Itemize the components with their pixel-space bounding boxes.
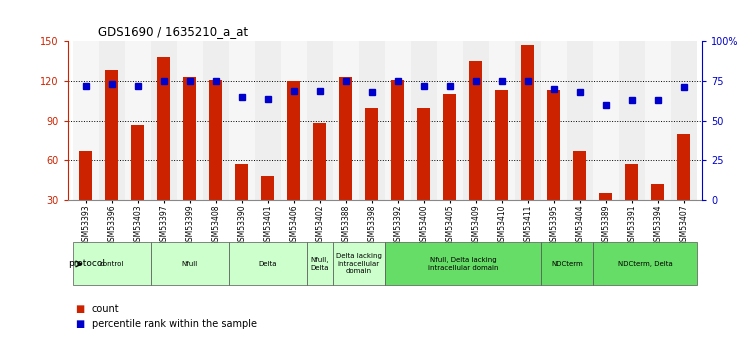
Bar	[151, 41, 176, 200]
Bar	[521, 45, 535, 240]
Bar	[489, 41, 515, 200]
Text: Nfull: Nfull	[182, 261, 198, 267]
Bar	[496, 90, 508, 240]
Bar	[99, 41, 125, 200]
Bar	[339, 77, 352, 240]
Bar	[125, 41, 151, 200]
Bar	[593, 41, 619, 200]
Text: ■: ■	[75, 319, 84, 329]
Bar	[411, 41, 437, 200]
Bar	[677, 134, 690, 240]
Bar	[80, 151, 92, 240]
Bar	[131, 125, 144, 240]
Bar	[281, 41, 307, 200]
Bar	[313, 124, 327, 240]
Bar	[176, 41, 203, 200]
Text: Delta: Delta	[258, 261, 277, 267]
Bar	[469, 61, 482, 240]
Text: ■: ■	[75, 304, 84, 314]
Text: protocol: protocol	[68, 259, 105, 268]
Text: control: control	[100, 261, 124, 267]
Bar	[619, 41, 645, 200]
Bar	[443, 94, 457, 240]
Bar	[333, 243, 385, 285]
Bar	[210, 80, 222, 240]
Text: NDCterm: NDCterm	[551, 261, 583, 267]
Bar	[229, 41, 255, 200]
Bar	[574, 151, 587, 240]
Text: Nfull, Delta lacking
intracellular domain: Nfull, Delta lacking intracellular domai…	[427, 257, 498, 271]
Bar	[307, 41, 333, 200]
Bar	[385, 243, 541, 285]
Bar	[645, 41, 671, 200]
Text: Nfull,
Delta: Nfull, Delta	[311, 257, 329, 271]
Bar	[229, 243, 307, 285]
Bar	[183, 77, 196, 240]
Bar	[307, 243, 333, 285]
Bar	[157, 57, 170, 240]
Bar	[385, 41, 411, 200]
Bar	[235, 164, 249, 240]
Bar	[391, 80, 404, 240]
Text: NDCterm, Delta: NDCterm, Delta	[617, 261, 672, 267]
Bar	[671, 41, 697, 200]
Text: Delta lacking
intracellular
domain: Delta lacking intracellular domain	[336, 254, 382, 274]
Bar	[418, 108, 430, 240]
Bar	[105, 70, 119, 240]
Bar	[651, 184, 665, 240]
Bar	[567, 41, 593, 200]
Text: count: count	[92, 304, 119, 314]
Text: GDS1690 / 1635210_a_at: GDS1690 / 1635210_a_at	[98, 25, 248, 38]
Bar	[541, 41, 567, 200]
Bar	[437, 41, 463, 200]
Bar	[515, 41, 541, 200]
Bar	[626, 164, 638, 240]
Bar	[73, 243, 151, 285]
Bar	[359, 41, 385, 200]
Bar	[203, 41, 229, 200]
Bar	[547, 90, 560, 240]
Bar	[333, 41, 359, 200]
Bar	[599, 194, 613, 240]
Bar	[463, 41, 489, 200]
Bar	[366, 108, 379, 240]
Bar	[541, 243, 593, 285]
Bar	[151, 243, 229, 285]
Bar	[255, 41, 281, 200]
Bar	[73, 41, 99, 200]
Bar	[288, 81, 300, 240]
Text: percentile rank within the sample: percentile rank within the sample	[92, 319, 257, 329]
Bar	[261, 176, 274, 240]
Bar	[593, 243, 697, 285]
